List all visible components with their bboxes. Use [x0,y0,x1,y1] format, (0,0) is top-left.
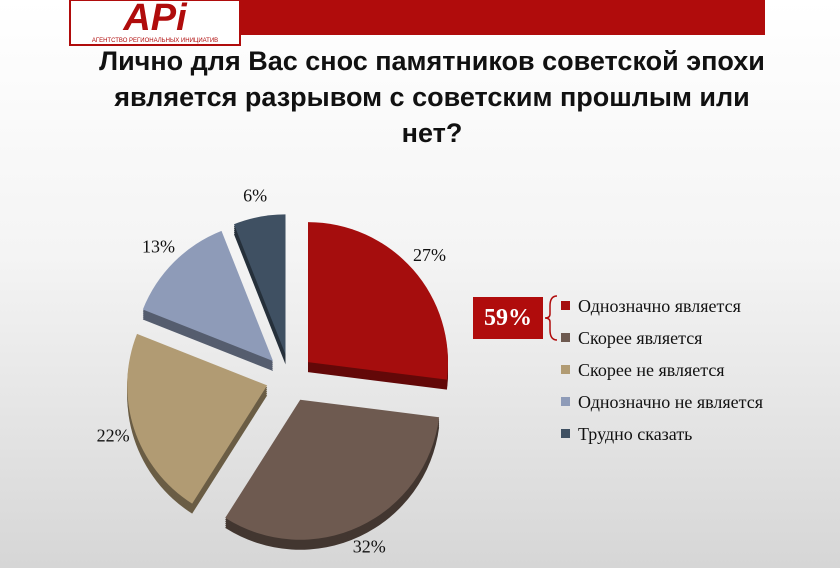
legend-swatch [561,301,570,310]
legend-swatch [561,397,570,406]
logo-box [69,0,241,46]
legend-label: Скорее не является [578,360,725,380]
logo: APi [122,0,188,39]
data-label: 32% [353,536,386,556]
logo-caption: АГЕНТСТВО РЕГИОНАЛЬНЫХ ИНИЦИАТИВ [92,38,218,44]
legend-swatch [561,365,570,374]
slice [308,222,449,380]
title-line: нет? [402,118,463,148]
header-bar [240,0,765,35]
title-line: Лично для Вас снос памятников советской … [99,46,765,76]
bracket [544,295,558,341]
legend-label: Однозначно является [578,296,741,316]
legend-swatch [561,429,570,438]
title-line: является разрывом с советским прошлым ил… [113,82,750,112]
data-label: 13% [142,236,175,256]
legend-label: Трудно сказать [578,424,692,444]
slice [142,230,274,362]
legend-swatch [561,333,570,342]
annotation-box [473,297,543,339]
annotation: 59% [484,305,532,331]
legend-label: Однозначно не является [578,392,763,412]
data-label: 22% [97,425,130,445]
legend-label: Скорее является [578,328,702,348]
slice [233,214,286,355]
data-label: 6% [243,185,267,205]
slice [225,399,440,540]
slice [127,333,268,504]
data-label: 27% [413,245,446,265]
